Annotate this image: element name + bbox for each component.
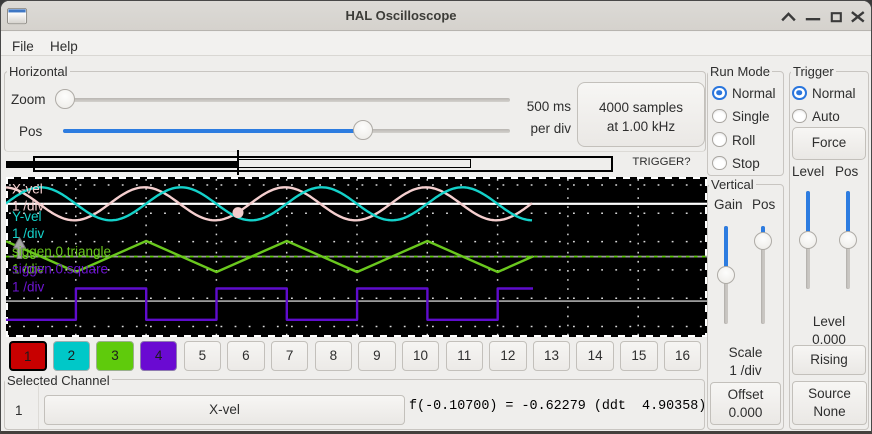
- svg-text:1 /div: 1 /div: [12, 262, 45, 277]
- svg-text:1 /div: 1 /div: [12, 199, 45, 214]
- svg-text:Y-vel: Y-vel: [12, 209, 42, 224]
- svg-text:1 /div: 1 /div: [12, 226, 45, 241]
- svg-text:X-vel: X-vel: [12, 182, 43, 197]
- svg-text:siggen.0.triangle: siggen.0.triangle: [12, 244, 111, 259]
- svg-text:siggen.0.square: siggen.0.square: [12, 262, 108, 277]
- svg-text:1 /div: 1 /div: [12, 280, 45, 295]
